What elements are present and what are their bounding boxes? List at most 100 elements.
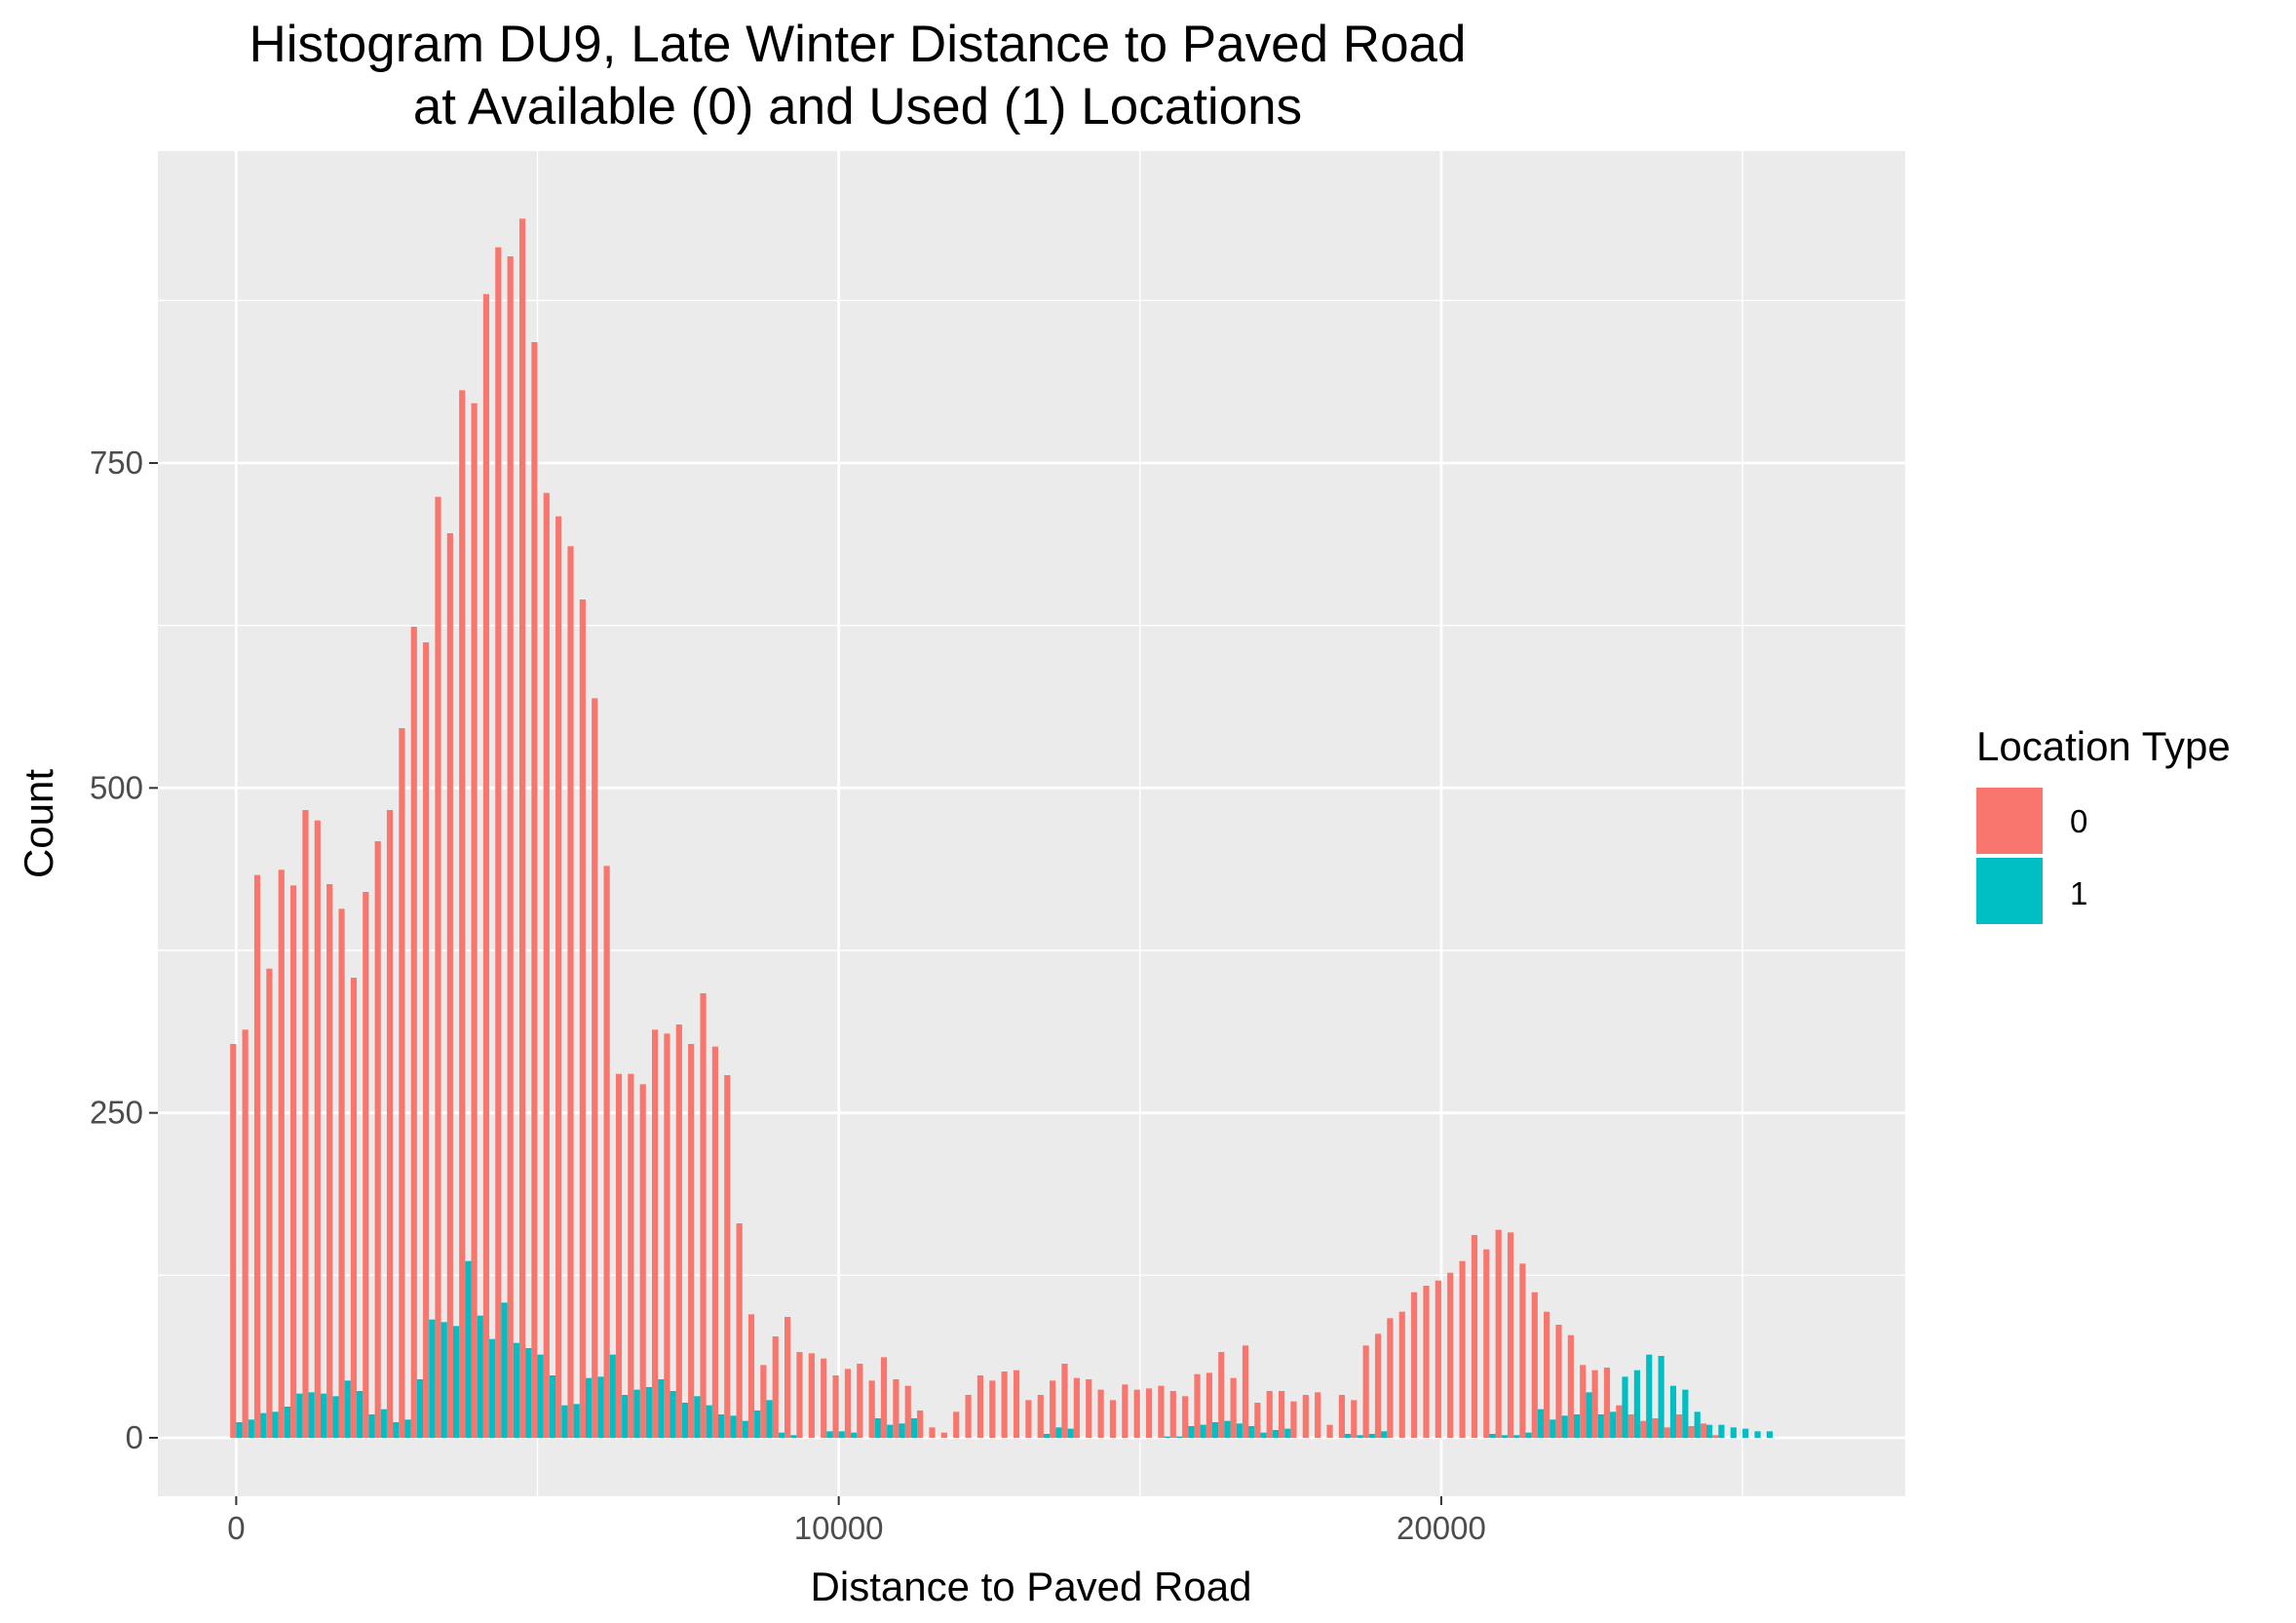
- bar-series-1: [1248, 1426, 1255, 1438]
- bar-series-0: [446, 533, 453, 1438]
- bar-series-0: [1507, 1232, 1514, 1438]
- bar-series-0: [844, 1369, 852, 1438]
- bar-series-1: [670, 1391, 676, 1438]
- bar-series-1: [1260, 1432, 1267, 1438]
- bar-series-1: [308, 1392, 315, 1438]
- y-tick-label: 750: [90, 444, 143, 481]
- bar-series-1: [778, 1432, 784, 1438]
- bar-series-0: [1230, 1377, 1237, 1438]
- bar-series-0: [531, 342, 538, 1438]
- bar-series-1: [236, 1422, 243, 1438]
- bar-series-1: [1682, 1389, 1689, 1438]
- bar-series-1: [597, 1376, 604, 1438]
- y-axis-title: Count: [16, 769, 61, 878]
- bar-series-0: [423, 642, 430, 1438]
- bar-series-0: [1531, 1292, 1538, 1438]
- bar-series-0: [1145, 1388, 1153, 1438]
- bar-series-1: [1345, 1434, 1352, 1438]
- bar-series-1: [1043, 1434, 1051, 1438]
- bar-series-0: [821, 1358, 827, 1438]
- bar-series-0: [1688, 1426, 1695, 1438]
- bar-series-0: [518, 218, 526, 1439]
- bar-series-1: [1550, 1419, 1556, 1438]
- bar-series-0: [1351, 1400, 1358, 1438]
- bar-series-1: [742, 1420, 748, 1438]
- bar-series-0: [1435, 1280, 1441, 1438]
- legend-title: Location Type: [1976, 723, 2231, 769]
- bar-series-1: [730, 1415, 737, 1438]
- bar-series-0: [796, 1352, 803, 1438]
- bar-series-1: [1610, 1411, 1617, 1438]
- histogram-bars: [230, 218, 1773, 1439]
- bar-series-0: [1242, 1345, 1249, 1438]
- bar-series-0: [1374, 1333, 1382, 1438]
- bar-series-0: [410, 627, 417, 1438]
- bar-series-0: [1266, 1391, 1273, 1438]
- bar-series-0: [1627, 1414, 1634, 1438]
- bar-series-0: [507, 256, 514, 1438]
- bar-series-1: [416, 1379, 424, 1438]
- bar-series-1: [887, 1424, 894, 1438]
- bar-series-0: [917, 1410, 924, 1438]
- bar-series-1: [561, 1405, 568, 1438]
- legend: Location Type 0 1: [1976, 723, 2231, 924]
- bar-series-0: [1158, 1385, 1165, 1438]
- x-axis-title: Distance to Paved Road: [811, 1564, 1252, 1609]
- bar-series-1: [1211, 1422, 1219, 1438]
- bar-series-1: [477, 1315, 483, 1438]
- bar-series-1: [465, 1260, 472, 1438]
- bar-series-1: [1164, 1436, 1170, 1438]
- bar-series-1: [332, 1396, 339, 1438]
- bar-series-0: [1205, 1372, 1212, 1438]
- bar-series-0: [242, 1029, 249, 1438]
- bar-series-0: [1326, 1424, 1333, 1438]
- bar-series-1: [380, 1409, 387, 1438]
- bar-series-0: [1073, 1377, 1080, 1438]
- bar-series-0: [760, 1365, 767, 1438]
- chart-title: Histogram DU9, Late Winter Distance to P…: [0, 14, 1715, 138]
- bar-series-1: [1622, 1376, 1628, 1438]
- bar-series-0: [880, 1357, 888, 1438]
- legend-label-0: 0: [2070, 803, 2087, 839]
- bar-series-0: [603, 866, 610, 1438]
- y-tick-label: 250: [90, 1095, 143, 1131]
- plot-panel-background: [158, 151, 1905, 1496]
- bar-series-0: [736, 1223, 743, 1438]
- x-tick-label: 10000: [794, 1510, 884, 1546]
- bar-series-0: [555, 516, 562, 1438]
- bar-series-0: [747, 1314, 755, 1438]
- bar-series-0: [651, 1029, 659, 1438]
- bar-series-0: [1254, 1403, 1261, 1438]
- bar-series-0: [1483, 1249, 1490, 1438]
- bar-series-1: [1561, 1415, 1568, 1438]
- bar-series-1: [1754, 1431, 1761, 1438]
- bar-series-0: [1555, 1325, 1562, 1438]
- chart-title-line-2: at Available (0) and Used (1) Locations: [412, 78, 1303, 135]
- bar-series-0: [435, 496, 441, 1438]
- bar-series-1: [320, 1393, 327, 1438]
- bar-series-0: [940, 1432, 947, 1438]
- bar-series-0: [374, 841, 381, 1438]
- bar-series-0: [989, 1380, 996, 1438]
- bar-series-0: [904, 1385, 911, 1438]
- x-axis-ticks: 0 10000 20000: [227, 1496, 1486, 1546]
- bar-series-1: [1742, 1428, 1749, 1438]
- bar-series-0: [592, 698, 598, 1438]
- bar-series-0: [567, 546, 574, 1438]
- bar-series-1: [357, 1391, 364, 1438]
- x-tick-label: 20000: [1397, 1510, 1486, 1546]
- bar-series-1: [440, 1322, 447, 1438]
- bar-series-0: [1712, 1435, 1719, 1438]
- bar-series-1: [1501, 1435, 1508, 1438]
- bar-series-1: [609, 1354, 616, 1438]
- bar-series-1: [1200, 1424, 1206, 1438]
- bar-series-1: [838, 1431, 845, 1438]
- bar-series-0: [868, 1380, 875, 1438]
- bar-series-0: [700, 993, 707, 1438]
- bar-series-1: [452, 1326, 460, 1438]
- bar-series-1: [284, 1407, 291, 1438]
- bar-series-1: [1537, 1409, 1545, 1438]
- bar-series-0: [471, 403, 478, 1438]
- bar-series-1: [826, 1431, 833, 1438]
- bar-series-0: [278, 869, 285, 1438]
